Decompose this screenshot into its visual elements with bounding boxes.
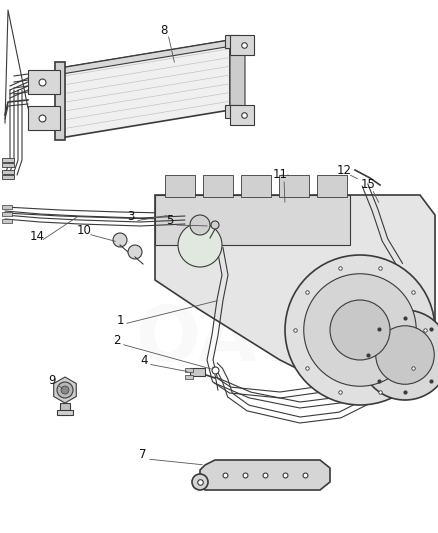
Text: 12: 12 xyxy=(336,164,352,176)
Circle shape xyxy=(285,255,435,405)
Circle shape xyxy=(376,326,434,384)
Bar xyxy=(2,163,14,167)
Text: 1: 1 xyxy=(116,313,124,327)
Polygon shape xyxy=(200,460,330,490)
Text: 10: 10 xyxy=(77,223,92,237)
Bar xyxy=(190,368,205,376)
Text: 7: 7 xyxy=(139,448,147,462)
Text: 14: 14 xyxy=(29,230,45,244)
Circle shape xyxy=(61,386,69,394)
Circle shape xyxy=(192,474,208,490)
Text: 8: 8 xyxy=(160,23,168,36)
Circle shape xyxy=(128,245,142,259)
Bar xyxy=(60,403,70,411)
Polygon shape xyxy=(155,195,350,245)
Text: 15: 15 xyxy=(360,179,375,191)
Bar xyxy=(2,219,12,223)
Circle shape xyxy=(57,382,73,398)
Polygon shape xyxy=(28,106,60,130)
Bar xyxy=(2,212,12,216)
Circle shape xyxy=(211,221,219,229)
Polygon shape xyxy=(225,35,240,48)
Bar xyxy=(185,368,193,372)
Polygon shape xyxy=(54,377,76,403)
Polygon shape xyxy=(230,105,254,125)
Circle shape xyxy=(360,310,438,400)
Bar xyxy=(317,175,347,197)
Polygon shape xyxy=(230,35,254,55)
Text: 11: 11 xyxy=(272,168,287,182)
Polygon shape xyxy=(55,62,65,140)
Text: 2: 2 xyxy=(113,334,121,346)
Circle shape xyxy=(113,233,127,247)
Polygon shape xyxy=(60,40,230,138)
Bar xyxy=(165,175,195,197)
Polygon shape xyxy=(225,105,240,118)
Bar xyxy=(57,410,73,415)
Bar xyxy=(2,158,14,162)
Bar xyxy=(203,175,233,197)
Bar xyxy=(2,170,14,174)
Circle shape xyxy=(190,215,210,235)
Bar xyxy=(241,175,271,197)
Bar xyxy=(2,175,14,179)
Bar xyxy=(279,175,309,197)
Text: 5: 5 xyxy=(166,214,174,228)
Circle shape xyxy=(304,274,416,386)
Polygon shape xyxy=(155,195,435,390)
Polygon shape xyxy=(60,40,232,74)
Text: 9: 9 xyxy=(48,374,56,386)
Text: OAT: OAT xyxy=(135,303,303,377)
Circle shape xyxy=(330,300,390,360)
Text: 4: 4 xyxy=(140,353,148,367)
Polygon shape xyxy=(28,70,60,94)
Bar xyxy=(185,375,193,379)
Circle shape xyxy=(178,223,222,267)
Polygon shape xyxy=(230,40,245,120)
Text: 3: 3 xyxy=(127,211,135,223)
Bar xyxy=(2,205,12,209)
